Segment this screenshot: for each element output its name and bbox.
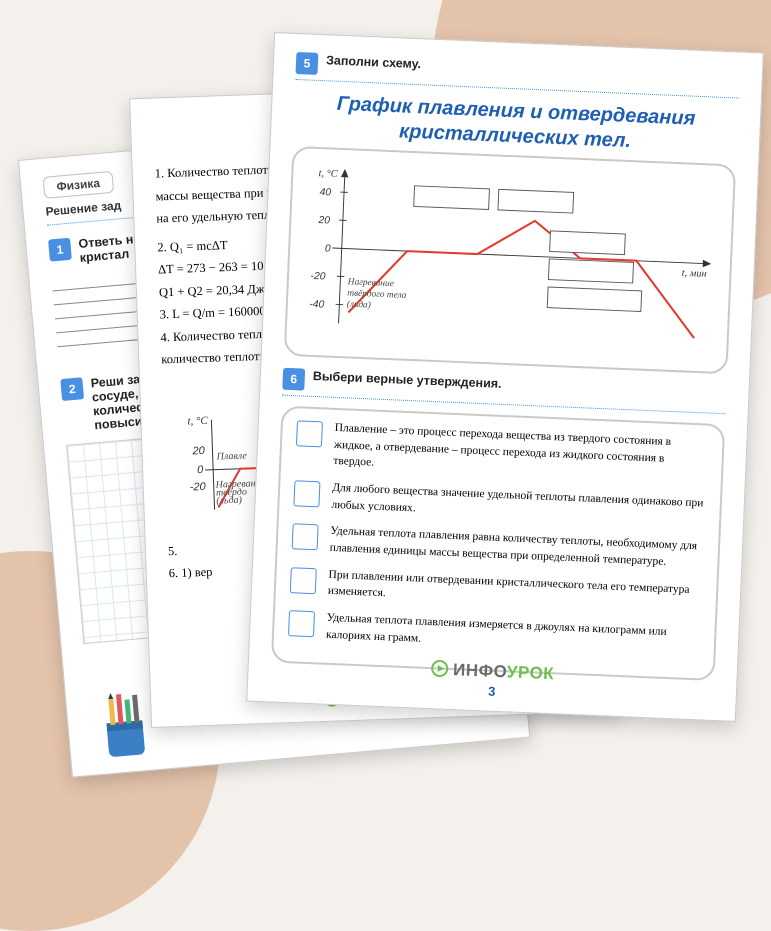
statement-row: Для любого вещества значение удельной те… bbox=[293, 478, 706, 529]
svg-text:20: 20 bbox=[317, 215, 330, 227]
statement-checkbox[interactable] bbox=[293, 480, 320, 507]
y-axis-label: t, °C bbox=[318, 168, 338, 180]
pencil-cup-icon bbox=[92, 689, 158, 764]
statement-row: При плавлении или отвердевании кристалли… bbox=[290, 565, 703, 616]
brand-suffix-c: УРОК bbox=[507, 662, 555, 683]
statement-text: Удельная теплота плавления равна количес… bbox=[329, 523, 704, 572]
svg-text:(льда): (льда) bbox=[216, 494, 243, 506]
question-number-1: 1 bbox=[48, 238, 72, 262]
annot-3: (льда) bbox=[347, 299, 371, 311]
worksheet-page-3: 5 Заполни схему. График плавления и отве… bbox=[246, 32, 764, 722]
question-1-text: Ответь н кристал bbox=[78, 232, 135, 265]
brand-prefix-c: ИНФО bbox=[453, 660, 508, 681]
q1-line2: кристал bbox=[79, 247, 130, 265]
question-5-title: Заполни схему. bbox=[326, 53, 421, 71]
statement-checkbox[interactable] bbox=[296, 420, 323, 447]
y-ticks: 40 20 0 -20 -40 bbox=[309, 187, 348, 312]
question-number-5: 5 bbox=[296, 52, 319, 75]
fill-in-box[interactable] bbox=[550, 231, 626, 255]
question-number-2: 2 bbox=[60, 377, 84, 401]
statements-card: Плавление – это процесс перехода веществ… bbox=[271, 406, 725, 682]
statement-text: Для любого вещества значение удельной те… bbox=[331, 480, 706, 529]
annot-1: Нагревание bbox=[347, 277, 394, 289]
brand-logo-c: ИНФОУРОК bbox=[431, 659, 555, 683]
statement-row: Удельная теплота плавления измеряется в … bbox=[288, 608, 701, 659]
statement-checkbox[interactable] bbox=[290, 567, 317, 594]
svg-text:-20: -20 bbox=[190, 480, 207, 493]
svg-text:-20: -20 bbox=[310, 271, 326, 283]
subject-badge: Физика bbox=[43, 171, 114, 199]
blank-boxes bbox=[410, 186, 646, 312]
fill-in-box[interactable] bbox=[547, 287, 641, 312]
statement-checkbox[interactable] bbox=[292, 524, 319, 551]
melting-chart: t, °C t, мин 40 20 0 -20 -40 Нагревание … bbox=[300, 159, 719, 362]
statement-row: Плавление – это процесс перехода веществ… bbox=[295, 418, 709, 485]
statement-text: Удельная теплота плавления измеряется в … bbox=[326, 610, 701, 659]
x-axis-label: t, мин bbox=[682, 268, 707, 280]
chart-title-line1: График плавления и отвердевания bbox=[336, 93, 695, 130]
svg-text:0: 0 bbox=[197, 464, 204, 476]
svg-text:40: 40 bbox=[319, 187, 331, 198]
chart-card: t, °C t, мин 40 20 0 -20 -40 Нагревание … bbox=[284, 146, 736, 374]
statement-row: Удельная теплота плавления равна количес… bbox=[291, 522, 704, 573]
svg-text:0: 0 bbox=[325, 243, 331, 254]
statements-list: Плавление – это процесс перехода веществ… bbox=[288, 418, 709, 658]
chart-line bbox=[348, 213, 699, 338]
annot-2: твёрдого тела bbox=[347, 287, 407, 300]
statement-text: При плавлении или отвердевании кристалли… bbox=[328, 566, 703, 615]
svg-text:Плавле: Плавле bbox=[216, 450, 248, 462]
svg-text:-40: -40 bbox=[309, 299, 325, 311]
fill-in-box[interactable] bbox=[498, 189, 574, 213]
svg-text:t, °C: t, °C bbox=[187, 414, 208, 427]
fill-in-box[interactable] bbox=[548, 259, 633, 283]
svg-text:20: 20 bbox=[191, 444, 206, 456]
statement-text: Плавление – это процесс перехода веществ… bbox=[333, 420, 709, 486]
brand-play-icon-c bbox=[431, 659, 450, 678]
statement-checkbox[interactable] bbox=[288, 610, 315, 637]
fill-in-box[interactable] bbox=[414, 186, 490, 210]
question-number-6: 6 bbox=[282, 368, 305, 391]
